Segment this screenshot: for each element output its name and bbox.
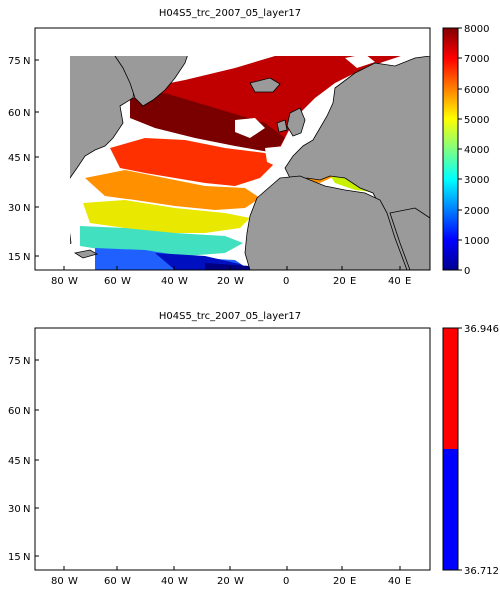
colorbar-label: 7000 — [464, 54, 489, 65]
lat-label: 15 — [8, 252, 21, 263]
colorbar-label: 5000 — [464, 115, 489, 126]
lon-label: 40 — [388, 276, 401, 287]
lon-label: 80 — [51, 276, 64, 287]
lat-label: 60 — [8, 108, 21, 119]
colorbar-label: 8000 — [464, 24, 489, 35]
lat-label: 45 — [8, 456, 21, 467]
lat-suffix: N — [23, 504, 30, 515]
lat-suffix: N — [23, 252, 30, 263]
colorbar-label: 2000 — [464, 206, 489, 217]
lon-label: 40 — [161, 576, 174, 587]
lat-label: 60 — [8, 406, 21, 417]
lat-label: 75 — [8, 356, 21, 367]
lon-label: 20 — [333, 276, 346, 287]
lon-hemi: E — [405, 576, 411, 587]
lon-hemi: W — [234, 276, 244, 287]
lat-axis-bottom: 75 N 60 N 45 N 30 N 15 N — [8, 356, 39, 563]
lat-suffix: N — [23, 456, 30, 467]
lon-label: 20 — [333, 576, 346, 587]
map-title-top: H04S5_trc_2007_05_layer17 — [158, 8, 302, 19]
lon-label: 0 — [283, 576, 289, 587]
lon-label: 60 — [104, 276, 117, 287]
lat-suffix: N — [23, 203, 30, 214]
lon-hemi: E — [350, 576, 356, 587]
colorbar-top: 8000 7000 6000 5000 4000 3000 2000 1000 … — [442, 24, 489, 277]
colorbar-bottom: 36.946 36.712 — [442, 324, 499, 577]
lon-label: 0 — [283, 276, 289, 287]
lon-hemi: W — [68, 576, 78, 587]
lon-hemi: W — [121, 276, 131, 287]
colorbar-label: 0 — [464, 266, 470, 277]
lon-hemi: E — [405, 276, 411, 287]
lon-label: 40 — [161, 276, 174, 287]
lon-label: 20 — [217, 276, 230, 287]
lon-hemi: W — [178, 276, 188, 287]
lat-label: 75 — [8, 56, 21, 67]
lat-suffix: N — [23, 153, 30, 164]
lat-suffix: N — [23, 356, 30, 367]
lon-hemi: E — [350, 276, 356, 287]
lon-hemi: W — [234, 576, 244, 587]
colorbar-label: 4000 — [464, 145, 489, 156]
colorbar-label: 6000 — [464, 85, 489, 96]
map-title-bottom: H04S5_trc_2007_05_layer17 — [158, 311, 302, 322]
lat-label: 15 — [8, 552, 21, 563]
colorbar-ticks — [458, 27, 462, 271]
lat-axis-top: 75 N 60 N 45 N 30 N 15 N — [8, 56, 39, 263]
concentration-field — [80, 56, 401, 270]
lat-label: 30 — [8, 203, 21, 214]
lon-axis-bottom: 80 W 60 W 40 W 20 W 0 20 E 40 E — [51, 566, 411, 587]
lat-suffix: N — [23, 56, 30, 67]
map-bottom — [34, 327, 431, 571]
lon-label: 40 — [388, 576, 401, 587]
lat-label: 30 — [8, 504, 21, 515]
lat-label: 45 — [8, 153, 21, 164]
map-top — [34, 27, 431, 271]
lon-label: 80 — [51, 576, 64, 587]
colorbar-label-top: 36.946 — [464, 324, 499, 335]
lon-hemi: W — [121, 576, 131, 587]
lat-suffix: N — [23, 406, 30, 417]
colorbar-label-bottom: 36.712 — [464, 566, 499, 577]
lat-suffix: N — [23, 552, 30, 563]
lon-hemi: W — [68, 276, 78, 287]
lon-hemi: W — [178, 576, 188, 587]
lat-suffix: N — [23, 108, 30, 119]
lon-label: 60 — [104, 576, 117, 587]
lon-label: 20 — [217, 576, 230, 587]
colorbar-label: 1000 — [464, 236, 489, 247]
colorbar-label: 3000 — [464, 175, 489, 186]
lon-axis-top: 80 W 60 W 40 W 20 W 0 20 E 40 E — [51, 266, 411, 287]
